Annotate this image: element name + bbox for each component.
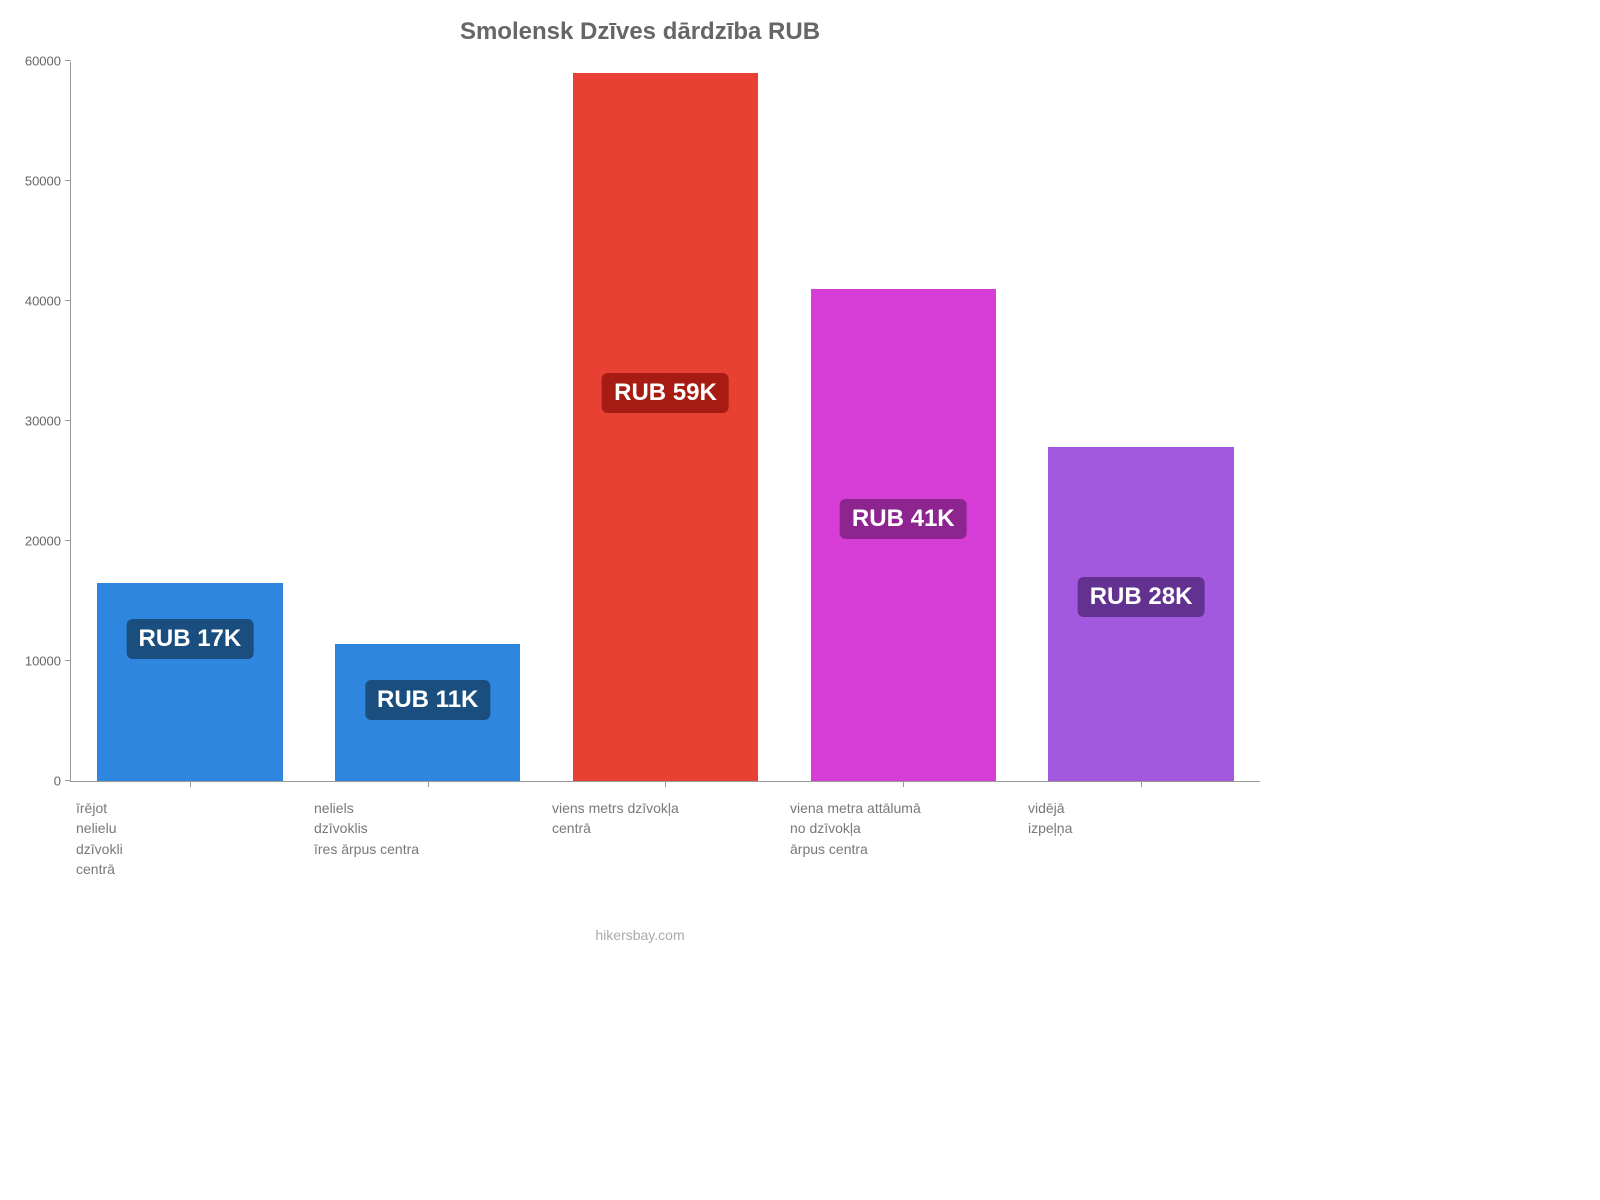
bar-slot: RUB 28K (1022, 62, 1260, 781)
bar-slot: RUB 59K (547, 62, 785, 781)
y-tick-label: 0 (11, 774, 61, 789)
bar-slot: RUB 41K (784, 62, 1022, 781)
bar: RUB 28K (1048, 447, 1233, 781)
bar-value-label: RUB 59K (602, 373, 729, 413)
y-tick-mark (65, 780, 71, 781)
y-tick-mark (65, 420, 71, 421)
y-tick-label: 60000 (11, 54, 61, 69)
bar-value-label: RUB 28K (1078, 577, 1205, 617)
y-tick-mark (65, 300, 71, 301)
x-axis-label: viens metrs dzīvokļacentrā (546, 794, 784, 879)
x-tick-mark (903, 781, 904, 787)
x-axis-label: nelielsdzīvoklisīres ārpus centra (308, 794, 546, 879)
y-tick-mark (65, 180, 71, 181)
y-tick-mark (65, 60, 71, 61)
bar-value-label: RUB 11K (365, 680, 490, 720)
chart-title: Smolensk Dzīves dārdzība RUB (0, 18, 1280, 46)
x-axis-label: viena metra attālumāno dzīvokļaārpus cen… (784, 794, 1022, 879)
y-tick-label: 30000 (11, 414, 61, 429)
y-tick-label: 10000 (11, 654, 61, 669)
x-tick-mark (665, 781, 666, 787)
attribution-text: hikersbay.com (0, 927, 1280, 943)
chart-container: Smolensk Dzīves dārdzība RUB RUB 17KRUB … (0, 0, 1280, 960)
plot-area: RUB 17KRUB 11KRUB 59KRUB 41KRUB 28K 0100… (70, 62, 1260, 782)
bar-value-label: RUB 41K (840, 499, 967, 539)
x-tick-mark (1141, 781, 1142, 787)
x-axis-labels: īrējotnelieludzīvoklicentrānelielsdzīvok… (70, 794, 1260, 879)
y-tick-mark (65, 540, 71, 541)
y-tick-label: 50000 (11, 174, 61, 189)
bar-slot: RUB 17K (71, 62, 309, 781)
bar: RUB 59K (573, 73, 758, 781)
x-axis-label: īrējotnelieludzīvoklicentrā (70, 794, 308, 879)
x-axis-label: vidējāizpeļņa (1022, 794, 1260, 879)
x-tick-mark (428, 781, 429, 787)
x-tick-mark (190, 781, 191, 787)
bars-wrap: RUB 17K RUB 11K RUB 59K RUB 41K RUB 28K (71, 62, 1260, 781)
bar-slot: RUB 11K (309, 62, 547, 781)
bar-value-label: RUB 17K (127, 619, 254, 659)
bar: RUB 17K (97, 583, 282, 781)
y-tick-mark (65, 660, 71, 661)
bar: RUB 11K (335, 644, 520, 781)
y-tick-label: 20000 (11, 534, 61, 549)
y-tick-label: 40000 (11, 294, 61, 309)
bar: RUB 41K (811, 289, 996, 781)
